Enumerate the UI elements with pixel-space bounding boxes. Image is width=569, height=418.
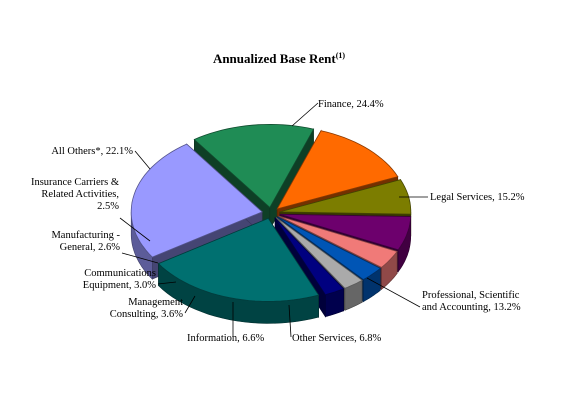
leader-line (288, 304, 292, 338)
slice-label: Professional, Scientific and Accounting, … (422, 290, 521, 313)
leader-line (366, 277, 421, 308)
slice-label-line: Equipment, 3.0% (83, 280, 156, 291)
leader-line (157, 281, 177, 285)
leader-lines (119, 102, 428, 338)
slice-label-line: Communications (84, 268, 156, 279)
chart-title: Annualized Base Rent(1) (213, 51, 345, 66)
slice-label-line: Information, 6.6% (187, 333, 265, 344)
slice-top (193, 123, 315, 209)
slice-label-line: 2.5% (97, 201, 119, 212)
slice-label: Other Services, 6.8% (292, 333, 381, 344)
slice-top (276, 217, 363, 289)
slice-top (157, 217, 320, 302)
slice-label-line: Professional, Scientific (422, 290, 520, 301)
chart-title-footnote: (1) (336, 51, 346, 60)
slice-label-line: Management (128, 297, 183, 308)
pie-slices (130, 123, 412, 324)
slice-label-line: Legal Services, 15.2% (430, 192, 525, 203)
slice-label-line: General, 2.6% (60, 242, 121, 253)
leader-line (119, 217, 151, 242)
slice-label-line: and Accounting, 13.2% (422, 302, 521, 313)
slice-top (277, 216, 382, 281)
slice-label-line: Consulting, 3.6% (110, 309, 183, 320)
slice-label: All Others*, 22.1% (51, 146, 133, 157)
leader-line (184, 295, 196, 314)
slice-label: Insurance Carriers & Related Activities, 2… (31, 177, 119, 212)
slice-top (274, 217, 345, 296)
slice-label-line: Related Activities, (41, 189, 119, 200)
slice-label-line: Insurance Carriers & (31, 177, 119, 188)
slice-label: Communications Equipment, 3.0% (83, 268, 156, 291)
pie-slice (157, 217, 320, 324)
slice-label: Legal Services, 15.2% (430, 192, 525, 203)
leader-line (121, 252, 159, 264)
leader-line (291, 102, 319, 127)
slice-label-line: Finance, 24.4% (318, 99, 384, 110)
slice-labels: Finance, 24.4% Legal Services, 15.2% Profe… (31, 99, 525, 344)
slice-label: Finance, 24.4% (318, 99, 384, 110)
leader-line (134, 150, 151, 170)
slice-label: Management Consulting, 3.6% (110, 297, 183, 320)
slice-top (276, 130, 399, 210)
slice-top (278, 215, 398, 268)
slice-label: Manufacturing -General, 2.6% (51, 230, 120, 253)
slice-top (279, 213, 412, 251)
slice-top (279, 179, 412, 215)
slice-label-line: All Others*, 22.1% (51, 146, 133, 157)
slice-top (130, 143, 263, 258)
slice-label-line: Manufacturing - (51, 230, 120, 241)
slice-label: Information, 6.6% (187, 333, 265, 344)
slice-label-line: Other Services, 6.8% (292, 333, 381, 344)
